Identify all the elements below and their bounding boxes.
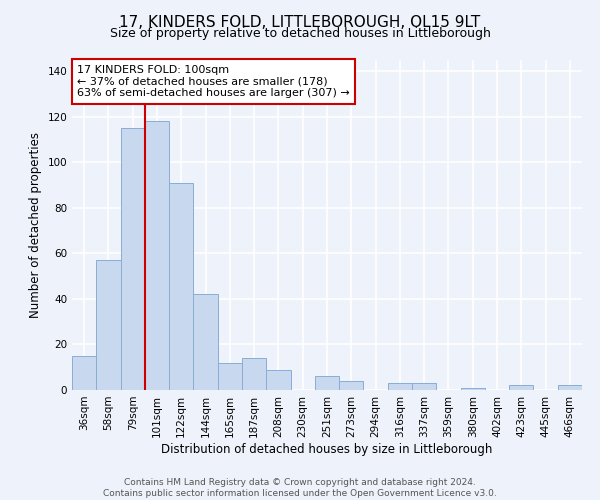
Bar [315,376,339,390]
Bar [242,358,266,390]
Bar [193,294,218,390]
X-axis label: Distribution of detached houses by size in Littleborough: Distribution of detached houses by size … [161,442,493,456]
Text: Contains HM Land Registry data © Crown copyright and database right 2024.
Contai: Contains HM Land Registry data © Crown c… [103,478,497,498]
Text: 17, KINDERS FOLD, LITTLEBOROUGH, OL15 9LT: 17, KINDERS FOLD, LITTLEBOROUGH, OL15 9L… [119,15,481,30]
Bar [266,370,290,390]
Bar [121,128,145,390]
Bar [96,260,121,390]
Bar [145,122,169,390]
Bar [169,183,193,390]
Bar [509,386,533,390]
Bar [218,362,242,390]
Bar [558,386,582,390]
Bar [461,388,485,390]
Y-axis label: Number of detached properties: Number of detached properties [29,132,42,318]
Bar [412,383,436,390]
Text: 17 KINDERS FOLD: 100sqm
← 37% of detached houses are smaller (178)
63% of semi-d: 17 KINDERS FOLD: 100sqm ← 37% of detache… [77,65,350,98]
Bar [388,383,412,390]
Bar [339,381,364,390]
Text: Size of property relative to detached houses in Littleborough: Size of property relative to detached ho… [110,28,490,40]
Bar [72,356,96,390]
